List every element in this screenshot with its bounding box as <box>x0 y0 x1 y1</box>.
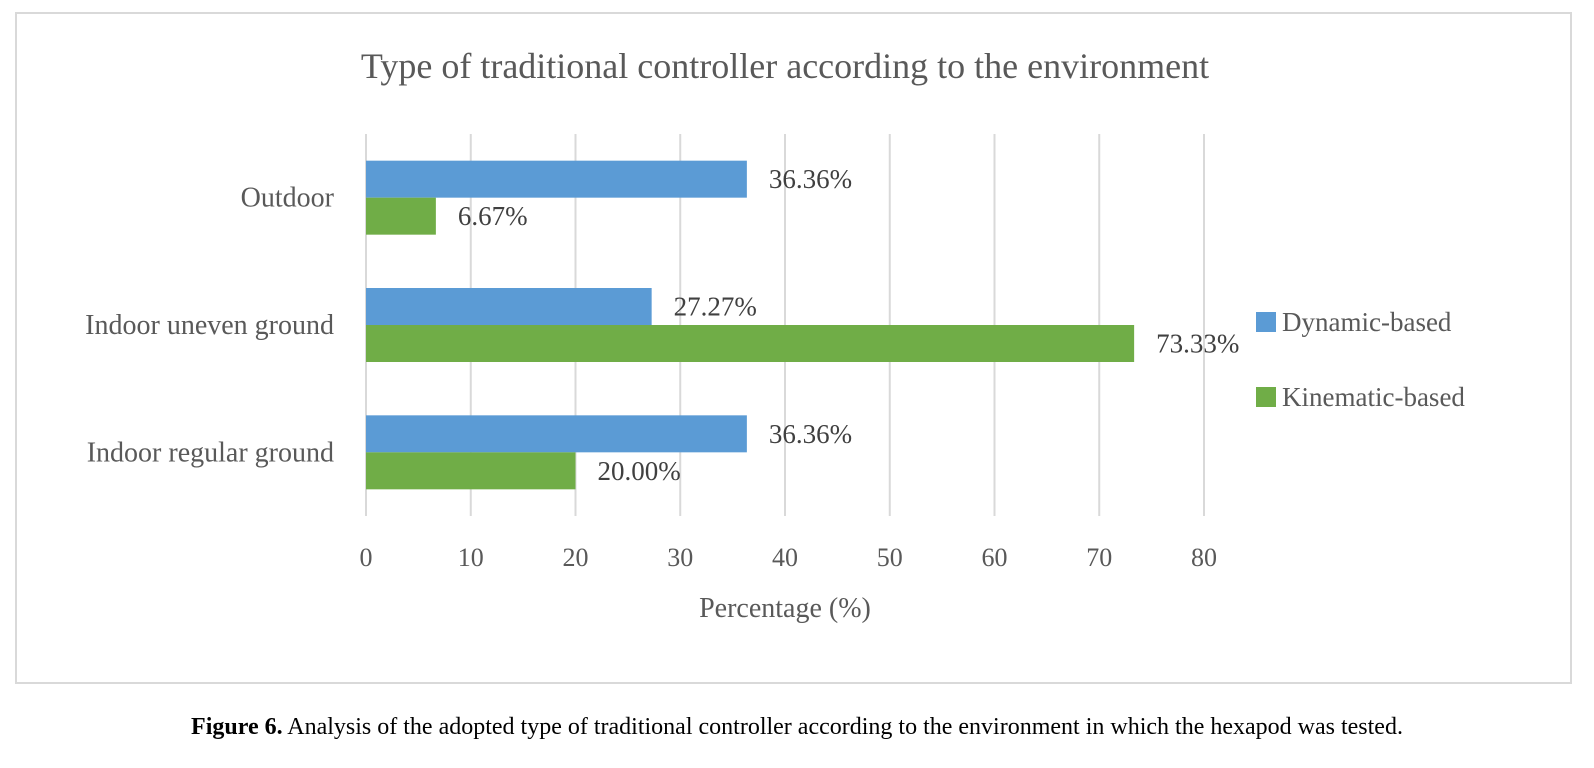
x-tick-label: 50 <box>877 543 903 572</box>
x-tick-label: 20 <box>563 543 589 572</box>
bar-kinematic-based <box>366 452 576 490</box>
bar-dynamic-based <box>366 160 747 198</box>
legend-swatch <box>1256 312 1276 332</box>
x-tick-label: 0 <box>360 543 373 572</box>
x-tick-label: 70 <box>1086 543 1112 572</box>
bar-kinematic-based <box>366 197 436 235</box>
data-label: 27.27% <box>674 292 757 322</box>
data-label: 36.36% <box>769 164 852 194</box>
data-label: 73.33% <box>1156 329 1239 359</box>
bar-kinematic-based <box>366 325 1135 362</box>
legend: Dynamic-based Kinematic-based <box>1256 307 1465 412</box>
data-label: 20.00% <box>598 456 681 486</box>
bar-chart: Type of traditional controller according… <box>85 46 1465 624</box>
x-tick-label: 80 <box>1191 543 1217 572</box>
category-label: Indoor uneven ground <box>85 310 334 341</box>
x-tick-label: 10 <box>458 543 484 572</box>
legend-label: Kinematic-based <box>1282 382 1465 412</box>
data-label: 36.36% <box>769 419 852 449</box>
bar-dynamic-based <box>366 288 652 325</box>
x-tick-label: 40 <box>772 543 798 572</box>
figure-caption: Figure 6. Analysis of the adopted type o… <box>0 712 1594 742</box>
caption-text: Analysis of the adopted type of traditio… <box>282 714 1403 740</box>
x-tick-labels: 0 10 20 30 40 50 60 70 80 <box>360 543 1218 572</box>
bars <box>366 160 1135 490</box>
category-label: Outdoor <box>241 183 335 214</box>
chart-title: Type of traditional controller according… <box>361 46 1209 86</box>
legend-label: Dynamic-based <box>1282 307 1452 337</box>
category-label: Indoor regular ground <box>87 437 334 468</box>
data-label: 6.67% <box>458 201 528 231</box>
legend-swatch <box>1256 387 1276 407</box>
bar-dynamic-based <box>366 415 747 453</box>
x-axis-title: Percentage (%) <box>699 593 871 624</box>
category-labels: Outdoor Indoor uneven ground Indoor regula… <box>85 183 335 469</box>
caption-label: Figure 6. <box>191 714 283 740</box>
x-tick-label: 60 <box>982 543 1008 572</box>
data-labels: 36.36% 6.67% 27.27% 73.33% 36.36% 20.00% <box>458 164 1240 486</box>
x-tick-label: 30 <box>667 543 693 572</box>
